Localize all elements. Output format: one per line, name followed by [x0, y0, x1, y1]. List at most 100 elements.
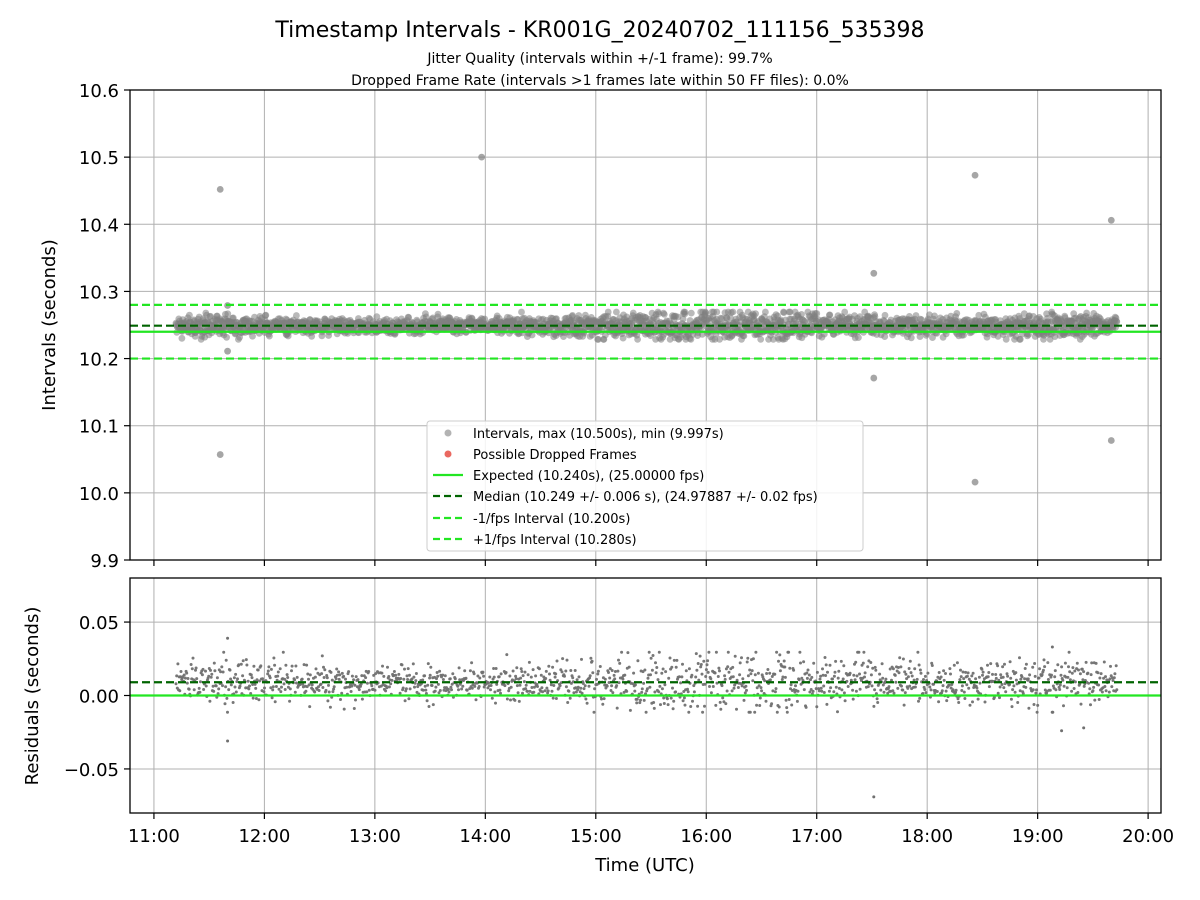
data-point — [1038, 667, 1042, 671]
data-point — [708, 685, 711, 688]
data-point — [253, 682, 257, 686]
data-point — [663, 683, 667, 687]
data-point — [456, 684, 460, 688]
data-point — [1033, 662, 1037, 665]
data-point — [558, 684, 562, 688]
data-point — [308, 333, 316, 340]
data-point — [817, 689, 821, 693]
data-point — [416, 685, 420, 689]
y-tick-label: −0.05 — [64, 760, 119, 781]
data-point — [633, 689, 637, 693]
data-point — [307, 677, 310, 681]
data-point — [646, 676, 650, 680]
data-point — [406, 667, 410, 671]
data-point — [888, 667, 892, 671]
data-point — [818, 677, 822, 681]
data-point — [219, 670, 223, 674]
data-point — [759, 686, 763, 690]
data-point — [998, 685, 1002, 689]
data-point — [952, 663, 956, 667]
data-point — [909, 671, 913, 675]
data-point — [398, 691, 402, 695]
data-point — [494, 701, 497, 705]
data-point — [320, 672, 324, 676]
data-point — [691, 699, 694, 703]
data-point — [1059, 673, 1063, 677]
data-point — [976, 697, 980, 701]
data-point — [518, 308, 525, 316]
data-point — [307, 683, 311, 687]
data-point — [523, 670, 527, 674]
data-point — [1057, 685, 1061, 689]
data-point — [584, 697, 588, 701]
data-point — [806, 668, 810, 672]
data-point — [687, 667, 691, 671]
data-point — [352, 678, 356, 682]
data-point — [1001, 675, 1005, 679]
data-point — [557, 686, 561, 690]
data-point — [694, 675, 698, 679]
data-point — [202, 688, 206, 691]
data-point — [662, 702, 666, 705]
data-point — [1080, 667, 1084, 671]
data-point — [703, 682, 707, 686]
data-point — [236, 677, 239, 681]
data-point — [233, 685, 237, 689]
data-point — [711, 336, 719, 343]
data-point — [305, 663, 309, 667]
data-point — [739, 682, 743, 685]
data-point — [595, 336, 602, 343]
data-point — [284, 663, 288, 667]
data-point — [201, 667, 205, 671]
data-point — [545, 686, 549, 690]
data-point — [661, 667, 665, 671]
data-point — [360, 674, 364, 678]
chart-title: Timestamp Intervals - KR001G_20240702_11… — [274, 18, 924, 43]
data-point — [386, 665, 389, 669]
data-point — [1014, 671, 1018, 675]
data-point — [182, 673, 186, 677]
data-point — [402, 677, 406, 681]
data-point — [853, 678, 857, 682]
data-point — [555, 659, 559, 663]
data-point — [1053, 675, 1057, 679]
outlier-point — [1060, 729, 1064, 733]
data-point — [798, 311, 805, 318]
data-point — [195, 677, 199, 681]
data-point — [1099, 672, 1103, 676]
x-tick-label: 20:00 — [1122, 826, 1174, 847]
data-point — [620, 650, 624, 654]
data-point — [1008, 660, 1012, 664]
data-point — [743, 691, 747, 695]
data-point — [286, 676, 290, 679]
data-point — [1067, 665, 1070, 669]
outlier-point — [1050, 645, 1054, 649]
data-point — [703, 704, 706, 708]
data-point — [229, 683, 233, 687]
data-point — [213, 669, 217, 673]
data-point — [758, 696, 762, 700]
data-point — [551, 696, 555, 700]
data-point — [269, 686, 273, 690]
data-point — [245, 663, 249, 667]
data-point — [449, 685, 453, 689]
data-point — [1107, 690, 1111, 694]
data-point — [866, 665, 870, 669]
data-point — [613, 677, 617, 681]
data-point — [717, 666, 721, 670]
data-point — [628, 708, 632, 712]
data-point — [541, 690, 545, 694]
data-point — [1061, 678, 1065, 682]
data-point — [725, 689, 729, 693]
data-point — [295, 681, 298, 685]
data-point — [880, 662, 884, 666]
data-point — [824, 674, 828, 677]
data-point — [876, 701, 880, 704]
data-point — [615, 706, 619, 710]
data-point — [279, 690, 283, 694]
data-point — [367, 688, 371, 692]
data-point — [977, 675, 981, 679]
data-point — [518, 683, 522, 687]
data-point — [832, 674, 836, 678]
data-point — [408, 687, 412, 691]
